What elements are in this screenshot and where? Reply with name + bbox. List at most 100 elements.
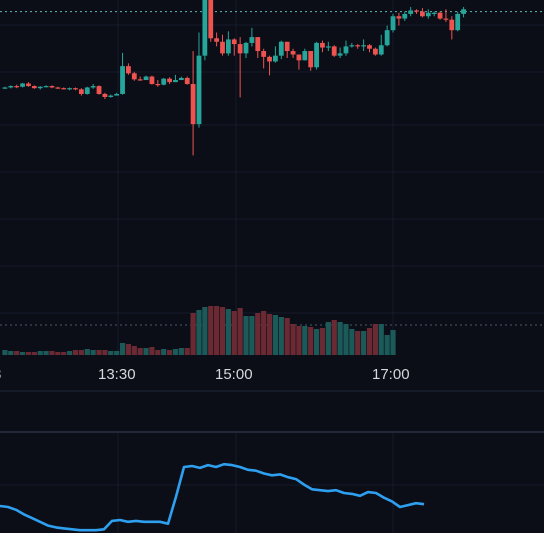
candles	[2, 0, 466, 156]
candle-body	[114, 93, 120, 96]
volume-bar	[102, 350, 108, 355]
candle-body	[402, 13, 408, 19]
candle-body	[190, 83, 196, 125]
volume-bar	[325, 322, 331, 355]
volume-bar	[290, 324, 296, 355]
candle-body	[37, 86, 43, 89]
volume-bar	[319, 328, 326, 355]
candle-body	[320, 42, 325, 48]
volume-bar	[202, 307, 208, 355]
candle-body	[184, 77, 190, 84]
candle-body	[96, 86, 102, 94]
volume-bar	[137, 348, 143, 355]
candle-body	[126, 66, 131, 74]
candle-body	[225, 39, 231, 54]
candle-body	[78, 89, 84, 94]
candle-body	[408, 10, 414, 14]
candle-body	[61, 88, 67, 90]
volume-bar	[278, 317, 284, 355]
volume-bar	[272, 315, 279, 355]
volume-bar	[114, 351, 120, 355]
volume-bar	[372, 324, 378, 355]
candle-body	[14, 86, 20, 88]
candle-body	[314, 42, 319, 68]
volume-bar	[149, 347, 155, 355]
volume-bar	[84, 349, 90, 355]
x-tick-label: 3	[0, 366, 1, 383]
volume-bar	[125, 344, 132, 355]
candle-body	[143, 76, 149, 81]
candle-body	[308, 51, 314, 68]
volume-bar	[78, 350, 84, 355]
volume-bar	[161, 349, 167, 355]
candle-body	[390, 16, 396, 31]
candle-body	[437, 12, 443, 19]
candle-body	[367, 45, 372, 49]
candle-body	[349, 45, 355, 47]
candle-body	[202, 0, 208, 56]
volume-bar	[25, 352, 32, 355]
candle-body	[372, 48, 378, 55]
candle-body	[461, 9, 466, 14]
candle-body	[431, 12, 437, 14]
candle-body	[220, 41, 225, 54]
volume-bar	[243, 316, 249, 355]
volume-bars	[2, 306, 396, 355]
volume-bar	[261, 311, 267, 355]
volume-bar	[119, 343, 126, 355]
volume-bar	[331, 320, 337, 355]
volume-bar	[2, 350, 8, 355]
candle-body	[149, 76, 155, 84]
candle-body	[102, 93, 108, 97]
volume-bar	[384, 335, 390, 355]
volume-bar	[284, 318, 290, 355]
candle-body	[31, 86, 37, 89]
candle-body	[267, 56, 272, 62]
volume-bar	[67, 351, 73, 355]
candle-body	[425, 12, 431, 17]
volume-bar	[61, 352, 67, 355]
x-tick-label: 13:30	[98, 366, 136, 383]
candle-body	[2, 87, 8, 89]
candle-body	[384, 30, 390, 46]
candle-body	[443, 18, 449, 20]
candle-body	[243, 42, 249, 54]
volume-bar	[219, 307, 226, 355]
volume-bar	[266, 314, 273, 355]
volume-bar	[37, 351, 43, 355]
volume-bar	[337, 322, 343, 355]
volume-bar	[343, 324, 349, 355]
candle-body	[378, 45, 384, 55]
volume-bar	[313, 329, 320, 355]
volume-bar	[249, 316, 255, 355]
volume-bar	[8, 351, 14, 355]
candle-body	[173, 80, 178, 83]
volume-bar	[308, 327, 314, 355]
candle-body	[420, 11, 425, 17]
volume-bar	[96, 350, 102, 355]
candle-body	[361, 45, 367, 47]
candle-body	[167, 78, 172, 83]
candle-body	[20, 83, 25, 87]
candle-body	[249, 37, 255, 43]
volume-bar	[155, 350, 161, 355]
volume-bar	[49, 351, 55, 355]
volume-bar	[131, 346, 137, 355]
volume-bar	[178, 348, 184, 355]
volume-bar	[108, 351, 114, 355]
volume-bar	[255, 313, 261, 355]
volume-bar	[390, 330, 396, 355]
candle-body	[273, 55, 278, 62]
candle-body	[178, 77, 184, 81]
candle-body	[8, 86, 14, 88]
candle-body	[290, 51, 296, 55]
candle-body	[284, 41, 290, 52]
volume-bar	[190, 313, 196, 355]
candle-body	[155, 83, 161, 86]
candle-body	[455, 13, 461, 31]
volume-bar	[366, 328, 373, 355]
volume-bar	[196, 310, 202, 355]
